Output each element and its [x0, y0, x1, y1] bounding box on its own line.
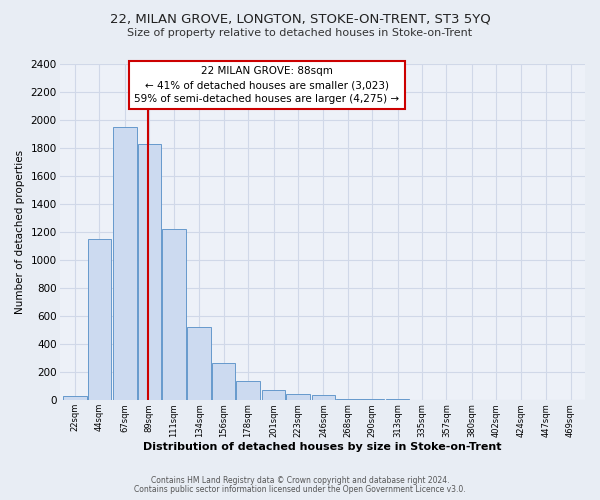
Bar — [113, 127, 137, 400]
Bar — [187, 328, 211, 400]
Text: Contains HM Land Registry data © Crown copyright and database right 2024.: Contains HM Land Registry data © Crown c… — [151, 476, 449, 485]
Text: Contains public sector information licensed under the Open Government Licence v3: Contains public sector information licen… — [134, 485, 466, 494]
Bar — [286, 394, 310, 400]
Bar — [162, 230, 185, 400]
Bar — [262, 390, 286, 400]
X-axis label: Distribution of detached houses by size in Stoke-on-Trent: Distribution of detached houses by size … — [143, 442, 502, 452]
Bar — [212, 363, 235, 401]
Y-axis label: Number of detached properties: Number of detached properties — [15, 150, 25, 314]
Bar — [311, 396, 335, 400]
Text: 22, MILAN GROVE, LONGTON, STOKE-ON-TRENT, ST3 5YQ: 22, MILAN GROVE, LONGTON, STOKE-ON-TRENT… — [110, 12, 490, 26]
Bar — [88, 239, 112, 400]
Bar — [336, 399, 359, 400]
Bar — [361, 399, 384, 400]
Bar — [137, 144, 161, 401]
Text: Size of property relative to detached houses in Stoke-on-Trent: Size of property relative to detached ho… — [127, 28, 473, 38]
Bar — [386, 399, 409, 400]
Bar — [236, 380, 260, 400]
Text: 22 MILAN GROVE: 88sqm
← 41% of detached houses are smaller (3,023)
59% of semi-d: 22 MILAN GROVE: 88sqm ← 41% of detached … — [134, 66, 400, 104]
Bar — [63, 396, 87, 400]
